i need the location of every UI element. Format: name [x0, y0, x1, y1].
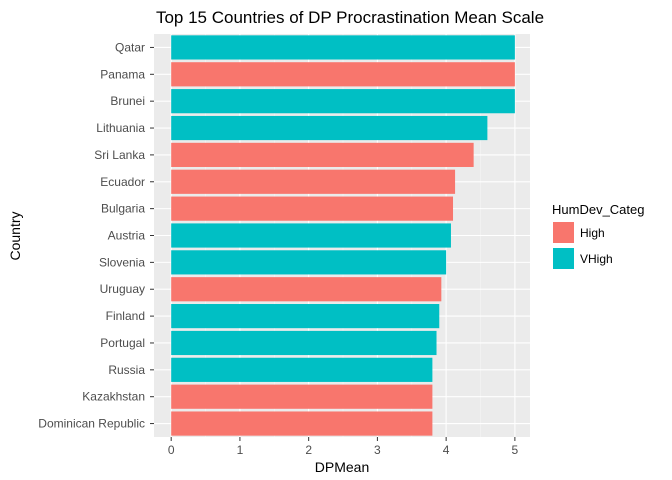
- y-tick-labels: Qatar Panama Brunei Lithuania Sri Lanka Ecuad…: [38, 40, 154, 431]
- y-tick-label: Sri Lanka: [94, 148, 145, 162]
- bar: [171, 89, 515, 114]
- y-tick-label: Portugal: [100, 336, 145, 350]
- x-axis-title: DPMean: [315, 459, 369, 475]
- bar: [171, 196, 454, 221]
- bar: [171, 277, 442, 302]
- y-tick-label: Brunei: [110, 94, 145, 108]
- bar: [171, 384, 433, 409]
- y-axis-title: Country: [7, 211, 23, 260]
- bar: [171, 169, 456, 194]
- y-tick-label: Lithuania: [96, 121, 145, 135]
- legend-key: [553, 222, 574, 243]
- x-tick-label: 2: [305, 443, 312, 457]
- x-tick-label: 5: [512, 443, 519, 457]
- bar: [171, 223, 451, 248]
- y-tick-label: Qatar: [115, 40, 145, 54]
- legend-label: VHigh: [580, 252, 613, 266]
- y-tick-label: Finland: [106, 309, 145, 323]
- x-tick-labels: 0 1 2 3 4 5: [168, 437, 519, 457]
- bar: [171, 250, 447, 275]
- y-tick-label: Russia: [108, 363, 145, 377]
- y-tick-label: Slovenia: [99, 255, 145, 269]
- legend-label: High: [580, 226, 605, 240]
- bar: [171, 357, 433, 382]
- bar: [171, 35, 515, 60]
- bar: [171, 115, 488, 141]
- x-tick-label: 0: [168, 443, 175, 457]
- chart-title: Top 15 Countries of DP Procrastination M…: [156, 8, 544, 27]
- y-tick-label: Austria: [108, 229, 146, 243]
- bar: [171, 411, 433, 436]
- legend: HumDev_Categ High VHigh: [552, 202, 645, 269]
- bars: [171, 35, 515, 436]
- y-tick-label: Panama: [100, 67, 145, 81]
- bar: [171, 330, 437, 356]
- y-tick-label: Dominican Republic: [38, 417, 145, 431]
- y-tick-label: Kazakhstan: [82, 390, 145, 404]
- y-tick-label: Bulgaria: [101, 202, 145, 216]
- legend-key: [553, 248, 574, 269]
- y-tick-label: Ecuador: [100, 175, 145, 189]
- y-tick-label: Uruguay: [100, 282, 145, 296]
- bar: [171, 304, 440, 329]
- x-tick-label: 3: [374, 443, 381, 457]
- bar: [171, 142, 474, 167]
- x-tick-label: 1: [237, 443, 244, 457]
- bar: [171, 62, 515, 87]
- legend-title: HumDev_Categ: [552, 202, 645, 217]
- x-tick-label: 4: [443, 443, 450, 457]
